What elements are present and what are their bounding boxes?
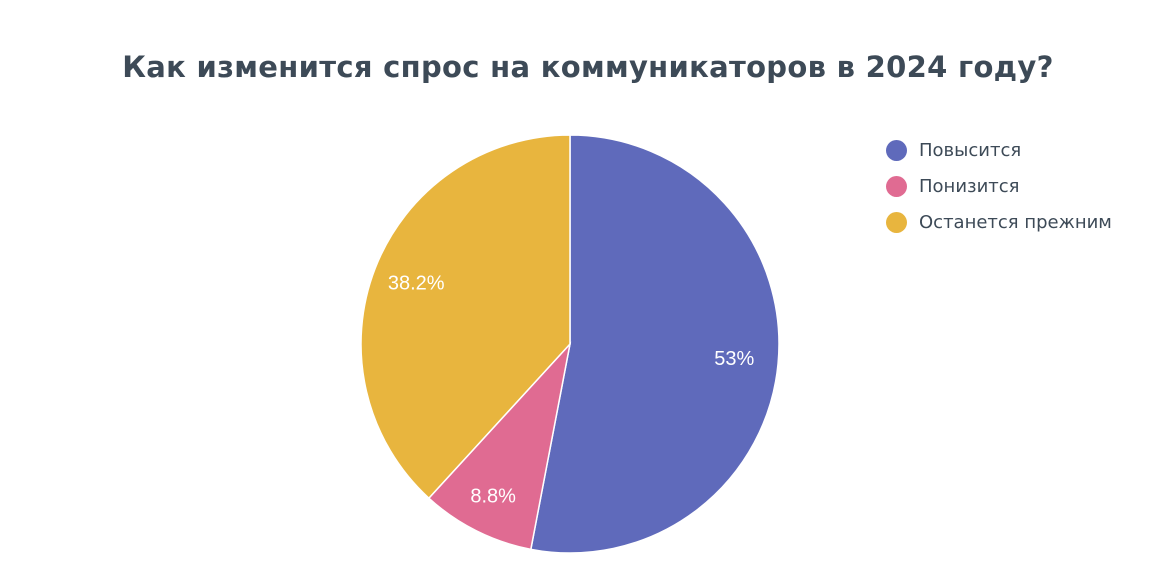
legend-label-unchanged: Останется прежним [919,211,1112,233]
pie-slice-decrease [427,341,572,551]
legend-label-decrease: Понизится [919,175,1020,197]
legend-marker-increase [886,139,907,161]
legend-item-increase[interactable]: Повысится [886,132,1112,168]
pie-slice-unchanged [360,134,571,500]
legend-label-increase: Повысится [919,139,1022,161]
pie-label-decrease: 8.8% [470,485,516,507]
legend-item-decrease[interactable]: Понизится [886,168,1112,204]
pie-label-increase: 53% [714,348,754,370]
legend-item-unchanged[interactable]: Останется прежним [886,204,1112,240]
legend-marker-unchanged [886,211,907,233]
legend-marker-decrease [886,175,907,197]
pie-slice-increase [529,134,780,554]
pie-label-unchanged: 38.2% [388,273,445,295]
legend: Повысится Понизится Останется прежним [886,132,1112,240]
chart-title: Как изменится спрос на коммуникаторов в … [122,50,1054,84]
